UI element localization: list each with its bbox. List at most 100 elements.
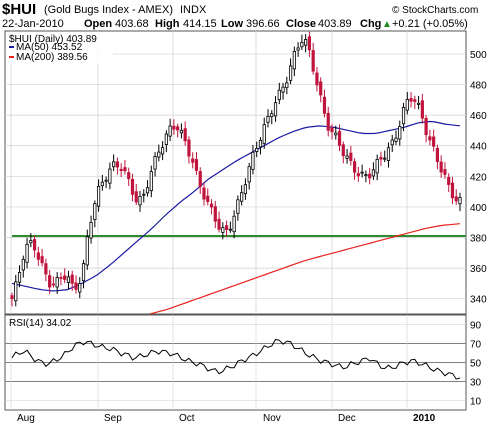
price-candles	[10, 31, 462, 307]
legend-box	[7, 32, 113, 64]
rsi-x-tick-label: Aug	[17, 413, 35, 424]
candle-body	[123, 167, 127, 172]
candle-body	[142, 193, 146, 196]
candle-body	[59, 277, 63, 279]
candle-body	[319, 81, 323, 96]
candle-body	[93, 203, 97, 221]
candle-body	[439, 161, 443, 173]
candle-body	[119, 168, 123, 172]
candle-body	[25, 243, 29, 263]
candle-body	[364, 174, 368, 177]
candle-body	[285, 82, 289, 89]
candle-body	[115, 161, 120, 168]
candle-body	[458, 197, 462, 205]
candle-body	[337, 130, 342, 146]
candle-body	[443, 169, 447, 175]
candle-body	[191, 158, 195, 163]
candle-body	[172, 125, 176, 130]
candle-body	[386, 147, 391, 161]
candle-body	[447, 176, 451, 185]
candle-body	[10, 295, 14, 300]
price-y-tick-label: 480	[470, 81, 487, 92]
candle-body	[296, 47, 300, 51]
candle-body	[379, 156, 383, 160]
candle-body	[228, 228, 232, 231]
rsi-x-tick-label: 2010	[413, 413, 436, 424]
candle-body	[108, 168, 112, 184]
candle-body	[311, 50, 315, 72]
ma50-line	[11, 120, 461, 292]
candle-body	[243, 184, 248, 195]
watermark: © StockCharts.com	[392, 5, 478, 16]
candle-body	[330, 127, 334, 133]
price-y-tick-label: 440	[470, 142, 487, 153]
candle-body	[202, 187, 206, 200]
candle-body	[221, 227, 225, 233]
chg-arrow: ▲	[382, 19, 392, 30]
price-grid	[5, 31, 466, 314]
candle-body	[409, 98, 413, 102]
open-label: Open	[84, 18, 112, 30]
candle-body	[63, 275, 67, 280]
price-y-tick-label: 500	[470, 50, 487, 61]
candle-body	[153, 156, 157, 170]
candle-body	[236, 199, 240, 214]
candle-body	[304, 39, 308, 46]
price-y-tick-label: 380	[470, 234, 487, 245]
candle-body	[352, 161, 357, 173]
candle-body	[255, 148, 259, 152]
price-y-tick-label: 420	[470, 172, 487, 183]
rsi-label: RSI(14) 34.02	[9, 318, 72, 329]
candle-body	[368, 173, 372, 179]
candle-body	[130, 178, 135, 195]
quote-date: 22-Jan-2010	[2, 18, 64, 30]
candle-body	[383, 157, 387, 160]
candle-body	[454, 196, 458, 202]
candle-body	[405, 99, 409, 111]
candle-body	[44, 263, 48, 275]
candle-body	[176, 126, 180, 131]
rsi-y-axis: 10 30 50 70 90	[470, 321, 482, 408]
price-y-tick-label: 340	[470, 295, 487, 306]
legend-price: $HUI (Daily) 403.89	[9, 34, 97, 45]
candle-body	[266, 116, 270, 123]
candle-body	[349, 152, 353, 161]
chart-symbol: $HUI	[2, 1, 36, 18]
candle-body	[300, 41, 304, 48]
candle-body	[194, 159, 199, 171]
price-y-tick-label: 460	[470, 111, 487, 122]
candle-body	[32, 239, 37, 251]
candle-body	[341, 144, 345, 157]
candle-body	[277, 89, 281, 101]
candle-body	[390, 139, 394, 146]
candle-body	[112, 161, 116, 168]
candle-body	[134, 191, 138, 203]
candle-body	[292, 51, 296, 70]
candle-body	[187, 139, 191, 157]
candle-body	[240, 192, 244, 202]
candle-body	[435, 147, 440, 162]
candle-body	[416, 102, 421, 105]
candle-body	[89, 222, 93, 239]
candle-body	[262, 124, 266, 144]
open-value: 403.68	[115, 18, 149, 30]
candle-body	[288, 65, 293, 81]
rsi-x-axis: Aug Sep Oct Nov Dec 2010	[17, 413, 436, 424]
candle-body	[48, 275, 52, 288]
rsi-x-tick-label: Nov	[263, 413, 281, 424]
candle-body	[160, 147, 165, 155]
rsi-x-tick-label: Dec	[338, 413, 356, 424]
candle-body	[149, 171, 153, 192]
candle-body	[85, 236, 89, 266]
candle-body	[413, 99, 417, 102]
candle-body	[55, 277, 59, 288]
candle-body	[157, 151, 161, 158]
candle-body	[356, 173, 360, 177]
candle-body	[81, 263, 86, 282]
candle-body	[428, 136, 432, 141]
candle-body	[398, 126, 402, 140]
candle-body	[270, 113, 274, 117]
price-y-axis: 340 360 380 400 420 440 460 480 500	[470, 50, 487, 306]
candle-body	[179, 129, 184, 134]
